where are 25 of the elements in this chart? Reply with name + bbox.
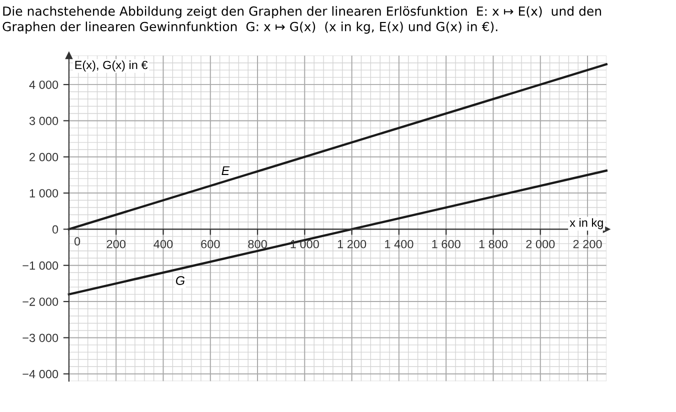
y-tick-label: 4 000 xyxy=(29,80,58,89)
y-axis-title: E(x), G(x) in € xyxy=(75,60,148,72)
x-tick-label: 800 xyxy=(248,240,267,248)
x-tick-label: 1 200 xyxy=(338,240,366,248)
x-tick-label: 2 200 xyxy=(573,240,602,248)
x-tick-label: 400 xyxy=(154,240,173,248)
annotation: G xyxy=(176,276,185,286)
y-tick-label: −2 000 xyxy=(22,298,58,306)
y-tick-label: 3 000 xyxy=(29,116,58,126)
y-tick-label: 0 xyxy=(52,225,58,234)
x-tick-label: 1 400 xyxy=(385,240,414,248)
y-tick-label: 1 000 xyxy=(30,189,58,198)
x-tick-label: 2 000 xyxy=(526,240,555,248)
x-tick-label: 1 600 xyxy=(432,240,460,248)
y-tick-label: 2 000 xyxy=(30,152,58,162)
annotation: E xyxy=(222,166,230,175)
y-tick-label: −3 000 xyxy=(22,334,58,342)
x-tick-label: 600 xyxy=(201,240,220,248)
chart-title: Die nachstehende Abbildung zeigt den Graphen der linearen Erlösfunktion E: x ↦ E(x) und den Graphen der linearen Gewinnfunktion G: x ↦ G(x) (x in kg, E(x) und G(x) in €). xyxy=(2,6,602,34)
y-tick-label: −1 000 xyxy=(22,261,58,270)
x-tick-label: 1 800 xyxy=(479,240,508,248)
x-tick-label: 0 xyxy=(74,237,80,246)
x-tick-label: 200 xyxy=(106,240,126,248)
y-tick-label: −4 000 xyxy=(22,370,58,378)
x-axis-title: x in kg xyxy=(570,218,603,230)
